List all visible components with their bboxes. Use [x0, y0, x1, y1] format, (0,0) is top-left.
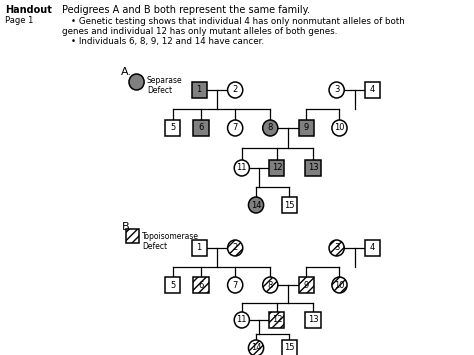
Circle shape: [332, 120, 347, 136]
Text: • Individuals 6, 8, 9, 12 and 14 have cancer.: • Individuals 6, 8, 9, 12 and 14 have ca…: [71, 37, 264, 46]
Text: Page 1: Page 1: [5, 16, 33, 25]
Circle shape: [248, 340, 264, 355]
Text: • Genetic testing shows that individual 4 has only nonmutant alleles of both: • Genetic testing shows that individual …: [71, 17, 405, 26]
Text: A.: A.: [121, 67, 132, 77]
Circle shape: [332, 277, 347, 293]
Text: 5: 5: [170, 280, 175, 289]
Text: 6: 6: [198, 124, 204, 132]
Circle shape: [129, 74, 144, 90]
Circle shape: [234, 312, 249, 328]
Bar: [165, 120, 180, 136]
Text: 14: 14: [251, 201, 261, 209]
Text: Pedigrees A and B both represent the same family.: Pedigrees A and B both represent the sam…: [62, 5, 310, 15]
Text: 12: 12: [272, 316, 282, 324]
Text: 13: 13: [308, 164, 318, 173]
Text: Topoisomerase
Defect: Topoisomerase Defect: [142, 232, 199, 251]
Bar: [191, 240, 207, 256]
Bar: [165, 277, 180, 293]
Circle shape: [228, 240, 243, 256]
Text: 2: 2: [233, 86, 238, 94]
Text: 5: 5: [170, 124, 175, 132]
Text: 4: 4: [370, 86, 375, 94]
Text: 3: 3: [334, 86, 339, 94]
Text: 9: 9: [304, 124, 309, 132]
Text: B.: B.: [121, 222, 133, 232]
Text: 4: 4: [370, 244, 375, 252]
Bar: [282, 197, 297, 213]
Text: 11: 11: [237, 164, 247, 173]
Text: 11: 11: [237, 316, 247, 324]
Text: 8: 8: [267, 280, 273, 289]
Text: 8: 8: [267, 124, 273, 132]
Bar: [269, 160, 284, 176]
Bar: [299, 120, 314, 136]
Circle shape: [263, 120, 278, 136]
Text: 7: 7: [232, 124, 238, 132]
Text: Handout: Handout: [5, 5, 52, 15]
Bar: [282, 340, 297, 355]
Bar: [193, 277, 209, 293]
Text: 14: 14: [251, 344, 261, 353]
Bar: [305, 312, 320, 328]
Text: 10: 10: [334, 280, 345, 289]
Bar: [365, 82, 380, 98]
Circle shape: [228, 120, 243, 136]
Text: 10: 10: [334, 124, 345, 132]
Bar: [126, 229, 139, 243]
Circle shape: [234, 160, 249, 176]
Bar: [305, 160, 320, 176]
Circle shape: [228, 277, 243, 293]
Bar: [193, 120, 209, 136]
Text: 13: 13: [308, 316, 318, 324]
Text: 15: 15: [284, 201, 294, 209]
Bar: [299, 277, 314, 293]
Bar: [269, 312, 284, 328]
Text: 15: 15: [284, 344, 294, 353]
Text: 3: 3: [334, 244, 339, 252]
Circle shape: [263, 277, 278, 293]
Circle shape: [228, 82, 243, 98]
Text: Separase
Defect: Separase Defect: [147, 76, 182, 95]
Text: 1: 1: [197, 86, 202, 94]
Text: 9: 9: [304, 280, 309, 289]
Circle shape: [329, 240, 344, 256]
Bar: [191, 82, 207, 98]
Text: 12: 12: [272, 164, 282, 173]
Text: genes and individual 12 has only mutant alleles of both genes.: genes and individual 12 has only mutant …: [62, 27, 337, 36]
Circle shape: [248, 197, 264, 213]
Text: 7: 7: [232, 280, 238, 289]
Circle shape: [329, 82, 344, 98]
Text: 1: 1: [197, 244, 202, 252]
Text: 2: 2: [233, 244, 238, 252]
Text: 6: 6: [198, 280, 204, 289]
Bar: [365, 240, 380, 256]
